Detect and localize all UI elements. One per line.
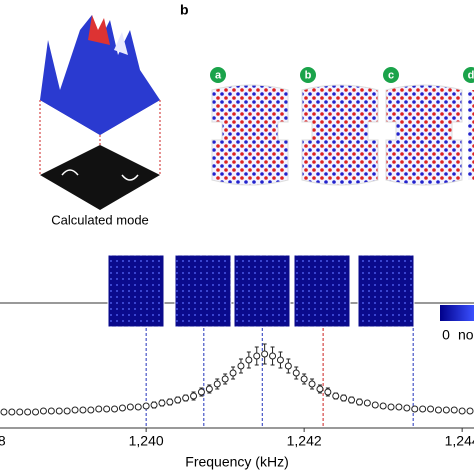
mode-label: c	[388, 69, 394, 81]
data-point	[205, 385, 213, 393]
data-point	[245, 356, 253, 364]
data-point	[229, 369, 237, 377]
data-point	[182, 394, 190, 402]
data-point	[95, 405, 103, 413]
data-point	[166, 398, 174, 406]
data-point	[55, 407, 63, 415]
mode-label: b	[305, 69, 312, 81]
data-point	[39, 407, 47, 415]
mode-images	[211, 84, 474, 186]
data-point	[213, 380, 221, 388]
mode-label: d	[468, 69, 474, 81]
mode-badge	[300, 67, 316, 83]
data-point	[300, 375, 308, 383]
data-point	[158, 399, 166, 407]
data-point	[411, 405, 419, 413]
colorbar-label: no	[458, 327, 474, 343]
data-point	[237, 362, 245, 370]
data-point	[348, 396, 356, 404]
surface-plot	[39, 15, 161, 210]
data-point	[276, 356, 284, 364]
data-point	[142, 402, 150, 410]
data-point	[253, 352, 261, 360]
data-point	[316, 385, 324, 393]
data-point	[308, 380, 316, 388]
data-point	[111, 405, 119, 413]
data-point	[379, 402, 387, 410]
data-point	[395, 403, 403, 411]
mode-badge	[210, 67, 226, 83]
data-point	[32, 408, 40, 416]
data-point	[458, 407, 466, 415]
data-point	[363, 399, 371, 407]
data-point	[63, 407, 71, 415]
caption: Calculated mode	[51, 212, 149, 227]
data-point	[427, 405, 435, 413]
data-point	[24, 408, 32, 416]
data-point	[118, 404, 126, 412]
data-point	[371, 401, 379, 409]
inset-images	[107, 254, 415, 328]
data-point	[134, 403, 142, 411]
data-point	[79, 406, 87, 414]
x-tick-label: 1,242	[287, 433, 322, 449]
x-tick-label: 1,238	[0, 433, 6, 449]
mode-label: a	[215, 69, 222, 81]
data-point	[450, 406, 458, 414]
data-point	[340, 394, 348, 402]
data-point	[150, 401, 158, 409]
x-axis-label: Frequency (kHz)	[185, 454, 288, 470]
data-point	[434, 406, 442, 414]
data-point	[87, 406, 95, 414]
data-point	[284, 362, 292, 370]
data-point	[197, 388, 205, 396]
data-point	[324, 388, 332, 396]
data-point	[292, 369, 300, 377]
data-point	[332, 392, 340, 400]
data-point	[0, 408, 8, 416]
mode-badge	[463, 67, 474, 83]
x-tick-label: 1,244	[445, 433, 474, 449]
data-point	[269, 352, 277, 360]
data-point	[190, 392, 198, 400]
data-point	[403, 404, 411, 412]
data-point	[103, 405, 111, 413]
data-point	[8, 408, 16, 416]
data-point	[419, 405, 427, 413]
data-point	[261, 350, 269, 358]
data-point	[174, 396, 182, 404]
data-point	[355, 398, 363, 406]
data-point	[442, 406, 450, 414]
colorbar-min: 0	[442, 327, 450, 343]
data-point	[466, 407, 474, 415]
colorbar	[440, 305, 474, 321]
data-point	[126, 403, 134, 411]
data-point	[387, 403, 395, 411]
data-point	[221, 375, 229, 383]
data-point	[16, 408, 24, 416]
data-point	[47, 407, 55, 415]
data-point	[71, 406, 79, 414]
mode-badge	[383, 67, 399, 83]
panel-label: b	[180, 2, 189, 18]
x-tick-label: 1,240	[129, 433, 164, 449]
